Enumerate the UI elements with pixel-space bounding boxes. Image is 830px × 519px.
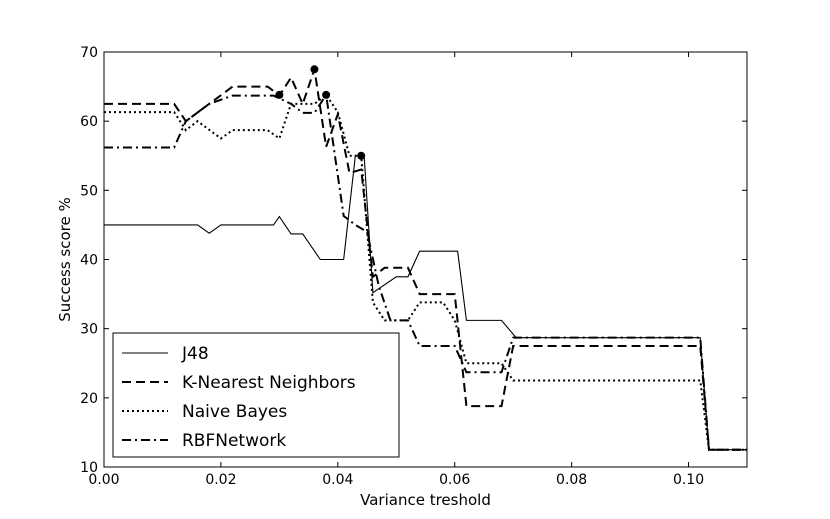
y-tick-label: 70 bbox=[80, 45, 98, 61]
x-tick-label: 0.08 bbox=[556, 472, 587, 488]
y-tick-label: 50 bbox=[80, 183, 98, 199]
marker-layer bbox=[275, 65, 366, 160]
plot-frame bbox=[103, 51, 748, 468]
y-tick-label: 10 bbox=[80, 460, 98, 476]
highlight-point-marker bbox=[310, 65, 319, 74]
legend: J48 K-Nearest Neighbors Naive Bayes RBFNetw… bbox=[112, 332, 400, 458]
x-tick-label: 0.06 bbox=[439, 472, 470, 488]
y-axis-label: Success score % bbox=[56, 197, 74, 321]
highlight-point-marker bbox=[357, 151, 366, 160]
tick-labels: 0.00 0.02 0.04 0.06 0.08 0.10 10 20 30 40 50 60 70 bbox=[80, 45, 704, 488]
y-tick-label: 20 bbox=[80, 391, 98, 407]
legend-label: RBFNetwork bbox=[182, 431, 286, 451]
y-tick-label: 60 bbox=[80, 114, 98, 130]
x-tick-label: 0.04 bbox=[322, 472, 353, 488]
legend-box bbox=[112, 332, 400, 458]
x-axis-label: Variance treshold bbox=[360, 491, 491, 509]
x-tick-label: 0.02 bbox=[205, 472, 236, 488]
x-tick-label: 0.00 bbox=[88, 472, 119, 488]
legend-label: K-Nearest Neighbors bbox=[182, 373, 356, 393]
highlight-point-marker bbox=[322, 90, 331, 99]
series-line-k-nearest-neighbors bbox=[104, 68, 747, 451]
legend-label: J48 bbox=[181, 344, 209, 364]
highlight-point-marker bbox=[275, 90, 284, 99]
series-line-naive-bayes bbox=[104, 93, 747, 451]
series-line-j48 bbox=[104, 155, 747, 451]
series-layer bbox=[104, 68, 747, 451]
series-line-rbfnetwork bbox=[104, 92, 747, 451]
y-tick-label: 30 bbox=[80, 322, 98, 338]
y-tick-label: 40 bbox=[80, 253, 98, 269]
x-tick-label: 0.10 bbox=[673, 472, 704, 488]
legend-label: Naive Bayes bbox=[182, 402, 287, 422]
